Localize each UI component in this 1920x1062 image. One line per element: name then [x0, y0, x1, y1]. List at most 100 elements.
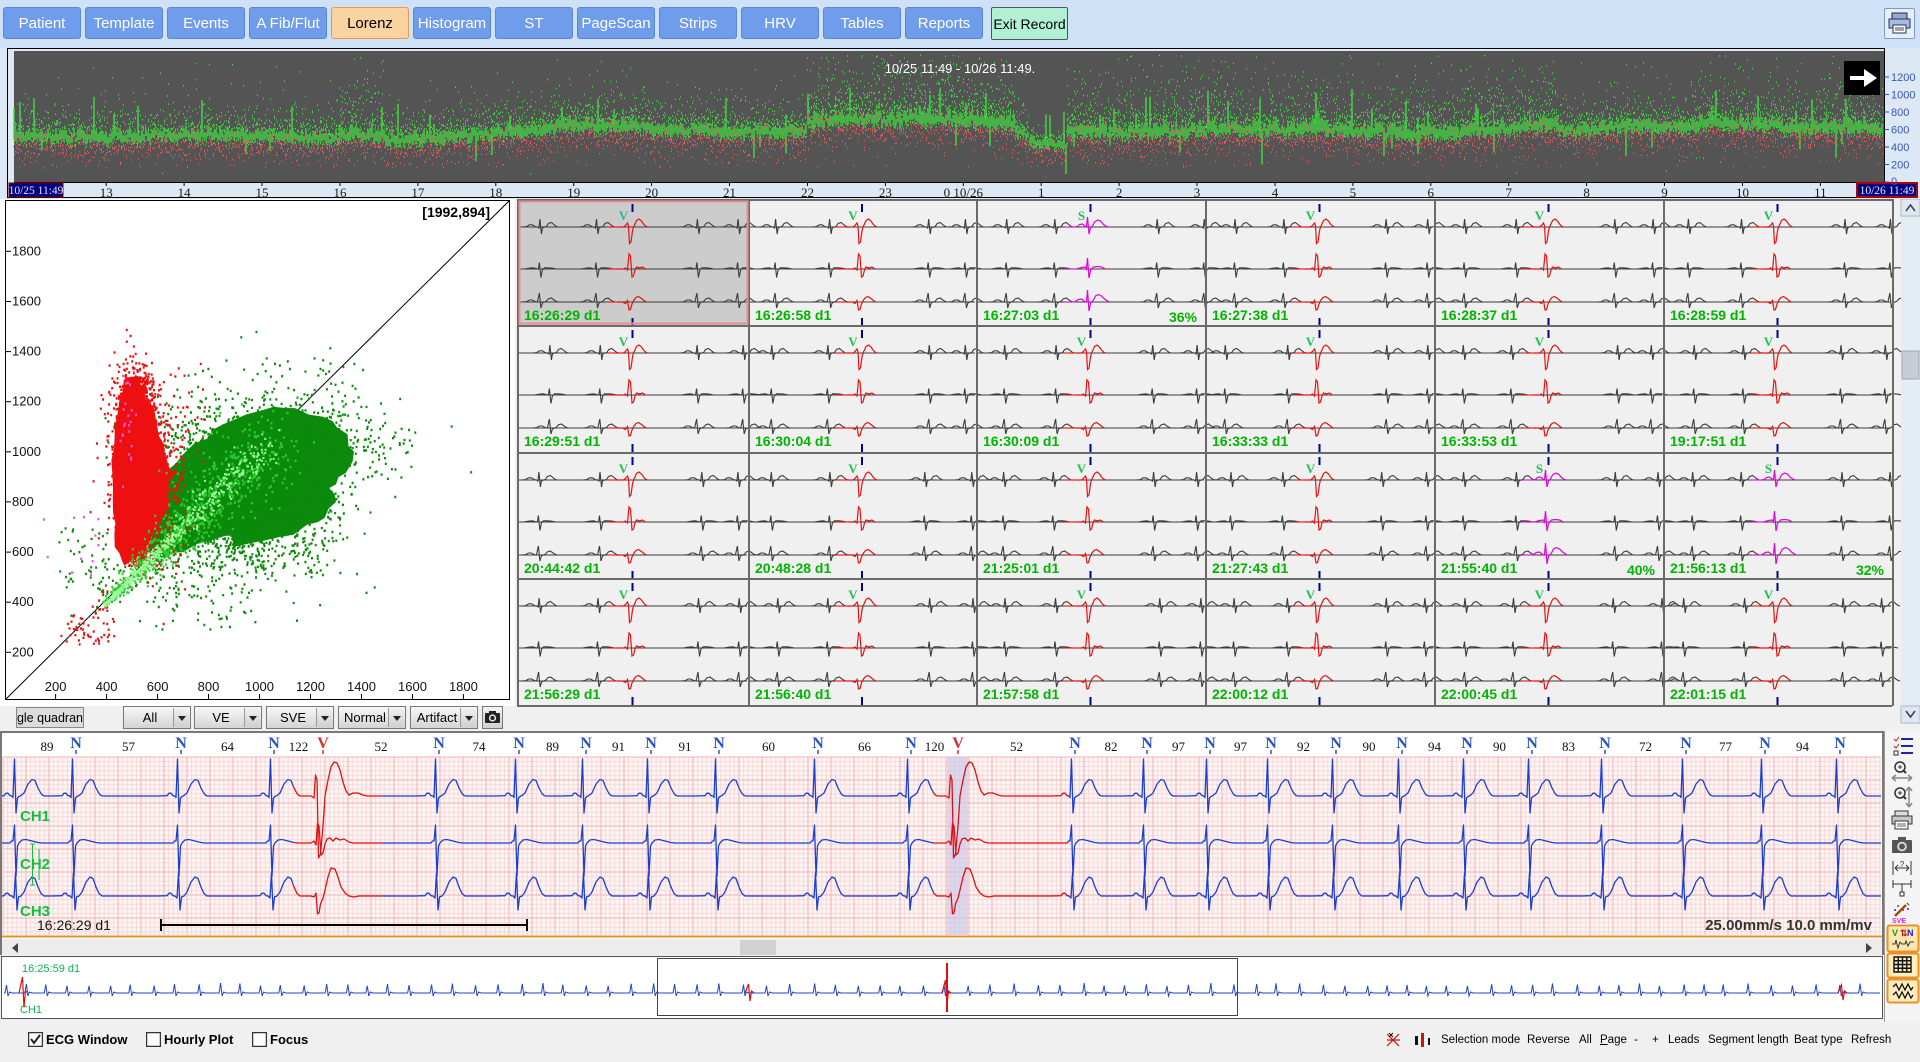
svg-text:CH3: CH3 [20, 903, 50, 920]
svg-text:V: V [619, 461, 629, 476]
svg-text:0: 0 [1891, 176, 1897, 188]
svg-text:22: 22 [801, 185, 814, 199]
svg-text:16:26:29 d1: 16:26:29 d1 [37, 917, 111, 933]
svg-text:CH1: CH1 [20, 808, 50, 825]
svg-text:22:00:45 d1: 22:00:45 d1 [1441, 686, 1517, 702]
svg-text:S: S [1765, 461, 1772, 476]
svg-text:V: V [1764, 587, 1774, 602]
svg-text:21:56:29 d1: 21:56:29 d1 [524, 686, 600, 702]
svg-text:21:27:43 d1: 21:27:43 d1 [1212, 560, 1288, 576]
svg-text:6: 6 [1428, 185, 1435, 199]
svg-text:V: V [619, 208, 629, 223]
svg-text:1800: 1800 [12, 243, 41, 258]
svg-text:83: 83 [1562, 739, 1575, 754]
svg-text:N: N [812, 735, 824, 752]
svg-text:1800: 1800 [449, 679, 478, 694]
svg-text:21:57:58 d1: 21:57:58 d1 [983, 686, 1059, 702]
svg-text:10/25 11:49 - 10/26 11:49.: 10/25 11:49 - 10/26 11:49. [885, 61, 1036, 76]
svg-text:600: 600 [147, 679, 169, 694]
svg-text:1600: 1600 [398, 679, 427, 694]
svg-text:⇅: ⇅ [1900, 928, 1908, 938]
svg-text:64: 64 [221, 739, 235, 754]
svg-text:97: 97 [1234, 739, 1248, 754]
svg-text:10/26 11:49: 10/26 11:49 [1860, 185, 1915, 197]
svg-text:11: 11 [1814, 185, 1827, 199]
svg-text:1000: 1000 [245, 679, 274, 694]
svg-text:V: V [1306, 334, 1316, 349]
svg-text:N: N [645, 735, 657, 752]
svg-text:V: V [848, 461, 858, 476]
svg-text:16:28:59 d1: 16:28:59 d1 [1670, 307, 1746, 323]
svg-text:[1992,894]: [1992,894] [422, 204, 490, 220]
svg-text:1600: 1600 [12, 294, 41, 309]
svg-text:74: 74 [473, 739, 487, 754]
svg-text:800: 800 [12, 494, 34, 509]
svg-text:89: 89 [546, 739, 559, 754]
svg-text:N: N [1599, 735, 1611, 752]
svg-text:N: N [905, 735, 917, 752]
svg-text:N: N [1069, 735, 1081, 752]
svg-text:N: N [1396, 735, 1408, 752]
svg-text:N: N [1204, 735, 1216, 752]
svg-text:13: 13 [100, 185, 113, 199]
svg-text:V: V [619, 587, 629, 602]
svg-text:1: 1 [1038, 185, 1045, 199]
svg-text:400: 400 [1891, 142, 1909, 154]
svg-text:9: 9 [1661, 185, 1668, 199]
svg-text:N: N [1141, 735, 1153, 752]
svg-text:V: V [1764, 208, 1774, 223]
svg-text:200: 200 [45, 679, 67, 694]
svg-text:52: 52 [375, 739, 388, 754]
svg-text:200: 200 [12, 644, 34, 659]
svg-text:S: S [1078, 208, 1085, 223]
svg-text:90: 90 [1493, 739, 1506, 754]
svg-text:16:33:33 d1: 16:33:33 d1 [1212, 433, 1288, 449]
svg-text:1000: 1000 [12, 444, 41, 459]
svg-text:S: S [1536, 461, 1543, 476]
svg-text:1400: 1400 [12, 344, 41, 359]
svg-text:90: 90 [1363, 739, 1376, 754]
svg-text:V: V [1535, 208, 1545, 223]
svg-text:V: V [1535, 334, 1545, 349]
svg-text:V: V [1077, 461, 1087, 476]
svg-text:0 10/26: 0 10/26 [944, 185, 984, 199]
svg-text:16:26:29 d1: 16:26:29 d1 [524, 307, 600, 323]
svg-text:16:30:04 d1: 16:30:04 d1 [755, 433, 831, 449]
svg-text:21: 21 [723, 185, 736, 199]
svg-text:V: V [1306, 208, 1316, 223]
svg-text:91: 91 [679, 739, 692, 754]
svg-text:CH2: CH2 [20, 856, 50, 873]
svg-text:21:55:40 d1: 21:55:40 d1 [1441, 560, 1517, 576]
svg-text:36%: 36% [1169, 309, 1198, 325]
svg-text:21:25:01 d1: 21:25:01 d1 [983, 560, 1059, 576]
svg-text:2: 2 [1116, 185, 1123, 199]
svg-text:200: 200 [1891, 160, 1909, 172]
svg-text:1200: 1200 [1891, 72, 1915, 84]
svg-text:19: 19 [567, 185, 580, 199]
svg-text:N: N [268, 735, 280, 752]
svg-text:120: 120 [925, 739, 945, 754]
svg-text:82: 82 [1105, 739, 1118, 754]
svg-text:N: N [433, 735, 445, 752]
svg-text:N: N [1907, 928, 1914, 938]
svg-text:22:01:15 d1: 22:01:15 d1 [1670, 686, 1746, 702]
svg-text:20:48:28 d1: 20:48:28 d1 [755, 560, 831, 576]
svg-text:23: 23 [879, 185, 892, 199]
svg-text:21:56:13 d1: 21:56:13 d1 [1670, 560, 1746, 576]
svg-text:91: 91 [612, 739, 625, 754]
svg-text:18: 18 [489, 185, 502, 199]
svg-text:21:56:40 d1: 21:56:40 d1 [755, 686, 831, 702]
svg-text:V: V [1077, 334, 1087, 349]
svg-text:72: 72 [1639, 739, 1652, 754]
svg-text:16: 16 [334, 185, 348, 199]
svg-text:V: V [1535, 587, 1545, 602]
svg-text:800: 800 [198, 679, 220, 694]
svg-text:5: 5 [1350, 185, 1357, 199]
svg-text:V: V [1306, 461, 1316, 476]
svg-text:N: N [70, 735, 82, 752]
svg-text:N: N [580, 735, 592, 752]
svg-text:N: N [1330, 735, 1342, 752]
svg-text:20:44:42 d1: 20:44:42 d1 [524, 560, 600, 576]
svg-text:V: V [848, 208, 858, 223]
svg-text:400: 400 [12, 594, 34, 609]
